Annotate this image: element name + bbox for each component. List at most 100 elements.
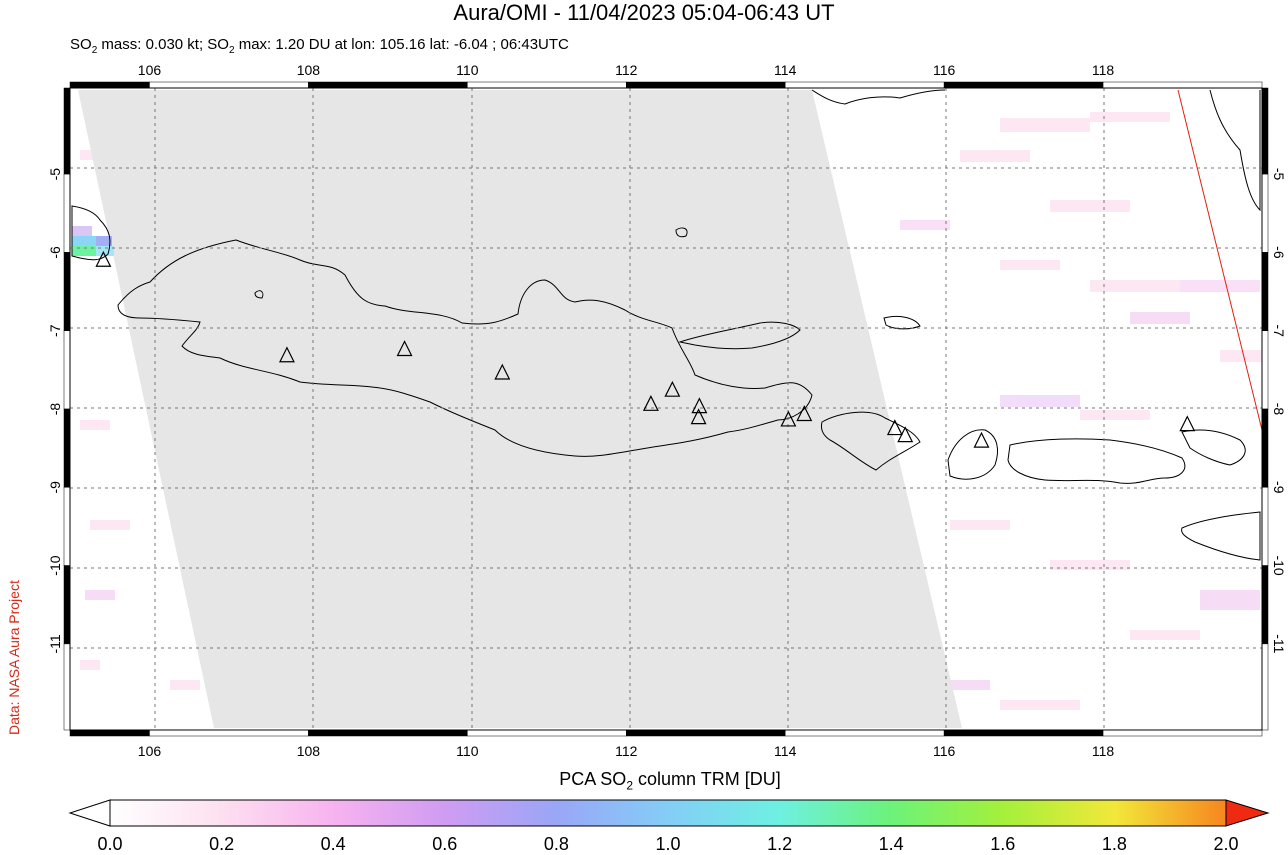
volcano-icon [973, 431, 990, 448]
lat-tick-label-right: -5 [1271, 168, 1287, 181]
volcano-icon [642, 394, 659, 411]
so2-pixel-field [80, 112, 1262, 710]
no-data-swath [78, 90, 962, 728]
lon-tick-label-top: 110 [456, 62, 479, 78]
volcano-icon [396, 340, 413, 357]
border-segment [308, 729, 468, 737]
colorbar-tick-label: 0.6 [432, 834, 458, 854]
border-segment [1261, 643, 1269, 731]
border-segment [467, 81, 627, 89]
border-segment [69, 81, 150, 89]
volcano-icon [886, 419, 903, 436]
border-segment [467, 729, 627, 737]
colorbar-tick-label: 1.8 [1101, 834, 1127, 854]
volcano-icon [690, 408, 707, 425]
orbit-edge-line [1177, 89, 1263, 431]
lon-tick-label-bottom: 112 [615, 743, 638, 759]
border-segment [69, 729, 150, 737]
volcano-icon [1179, 415, 1196, 432]
coastlines [71, 89, 1261, 561]
colorbar-low-arrow [68, 799, 111, 827]
border-segment [784, 729, 945, 737]
volcano-icon [796, 405, 813, 422]
colorbar-tick-label: 0.2 [209, 834, 235, 854]
colorbar-label-prefix: PCA SO [559, 769, 627, 789]
lon-tick-label-bottom: 118 [1092, 743, 1115, 759]
lat-tick-label-right: -9 [1271, 481, 1287, 494]
border-segment [63, 173, 71, 253]
border-segment [63, 87, 71, 175]
map-border [63, 81, 1269, 737]
lon-tick-label-top: 118 [1092, 62, 1115, 78]
map-outline [69, 87, 1263, 731]
border-segment [1261, 487, 1269, 566]
so2-max-text: max: 1.20 DU at lon: 105.16 lat: -6.04 ;… [234, 36, 569, 53]
colorbar-tick-label: 1.6 [990, 834, 1016, 854]
lat-tick-label-right: -8 [1271, 403, 1287, 416]
border-segment [63, 330, 71, 410]
border-segment [1102, 81, 1263, 89]
border-segment [1261, 330, 1269, 410]
lon-tick-label-top: 114 [774, 62, 797, 78]
volcano-icon [494, 363, 511, 380]
axis-labels: 106 106 108 108 110 110 112 112 114 114 116 116 118 1… [47, 62, 1287, 759]
colorbar-ramp [109, 799, 1227, 827]
border-segment [63, 565, 71, 645]
border-segment [626, 729, 786, 737]
lon-tick-label-bottom: 106 [138, 743, 162, 759]
volcano-icon [691, 397, 708, 414]
so2-subscript: 2 [91, 45, 98, 56]
map-title: Aura/OMI - 11/04/2023 05:04-06:43 UT [453, 0, 835, 25]
border-segment [63, 643, 71, 731]
border-segment [943, 729, 1104, 737]
colorbar-high-arrow [1225, 799, 1270, 827]
border-segment [149, 81, 309, 89]
lat-tick-label-left: -10 [47, 555, 63, 575]
so2-prefix: SO [70, 36, 92, 53]
colorbar [68, 799, 1270, 827]
border-segment [1261, 408, 1269, 488]
border-segment [63, 408, 71, 488]
graticule [70, 88, 1262, 730]
lon-tick-label-top: 112 [615, 62, 638, 78]
colorbar-tick-label: 0.4 [320, 834, 346, 854]
lat-tick-label-left: -7 [47, 324, 63, 337]
colorbar-tick-label: 2.0 [1213, 834, 1239, 854]
border-segment [1261, 173, 1269, 253]
so2-subscript-2: 2 [228, 45, 235, 56]
lon-tick-label-bottom: 116 [933, 743, 956, 759]
colorbar-label-suffix: column TRM [DU] [633, 769, 781, 789]
lon-tick-label-top: 106 [138, 62, 162, 78]
colorbar-tick-label: 0.0 [97, 834, 123, 854]
volcano-icon [897, 426, 914, 443]
colorbar-label-sub: 2 [626, 778, 633, 793]
border-segment [626, 81, 786, 89]
border-segment [63, 252, 71, 331]
volcano-icon [95, 250, 112, 267]
so2-mass-text: mass: 0.030 kt; SO [97, 36, 229, 53]
lat-tick-label-right: -7 [1271, 324, 1287, 337]
border-segment [1261, 87, 1269, 175]
colorbar-tick-label: 1.4 [878, 834, 904, 854]
lat-tick-label-left: -9 [47, 481, 63, 494]
lat-tick-label-right: -11 [1271, 634, 1287, 653]
border-segment [63, 487, 71, 566]
border-segment [1261, 252, 1269, 331]
border-segment [1102, 729, 1263, 737]
lat-tick-label-left: -6 [47, 246, 63, 259]
volcano-icon [278, 346, 295, 363]
lat-tick-label-left: -5 [47, 168, 63, 181]
lon-tick-label-bottom: 110 [456, 743, 479, 759]
lon-tick-label-top: 108 [297, 62, 321, 78]
colorbar-tick-label: 0.8 [543, 834, 569, 854]
so2-stats-line: SO2 mass: 0.030 kt; SO2 max: 1.20 DU at … [70, 36, 569, 60]
volcano-markers [95, 250, 1196, 448]
lon-tick-label-top: 116 [933, 62, 956, 78]
volcano-icon [664, 380, 681, 397]
lat-tick-label-right: -6 [1271, 246, 1287, 259]
lat-tick-label-left: -11 [47, 634, 63, 653]
border-segment [784, 81, 945, 89]
colorbar-label: PCA SO2 column TRM [DU] [0, 768, 1288, 797]
lat-tick-label-right: -10 [1271, 555, 1287, 575]
